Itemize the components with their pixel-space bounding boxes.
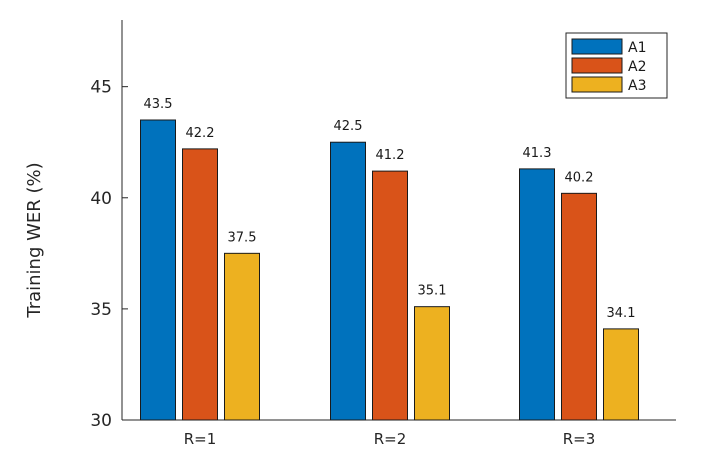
bar-a3-2 [414, 306, 450, 421]
data-label: 42.5 [334, 119, 363, 134]
bar-a1-2 [330, 141, 366, 421]
y-tick-label: 45 [90, 78, 112, 98]
y-tick-label: 35 [90, 300, 112, 320]
x-tick-label: R=2 [374, 430, 407, 448]
bar-a2-2 [372, 170, 408, 421]
legend-swatch [571, 76, 623, 93]
data-label: 37.5 [228, 230, 257, 245]
data-label: 43.5 [144, 97, 173, 112]
legend-swatch [571, 57, 623, 74]
y-tick-label: 40 [90, 189, 112, 209]
data-label: 41.3 [523, 146, 552, 161]
bar-a1-3 [519, 168, 555, 421]
data-labels: 43.5 42.2 37.5 42.5 41.2 35.1 41.3 40.2 34.1 [144, 97, 636, 321]
y-axis-title: Training WER (%) [24, 162, 45, 318]
legend-label: A2 [628, 59, 646, 75]
x-tick-label: R=1 [184, 430, 217, 448]
x-ticks: R=1 R=2 R=3 [184, 414, 596, 448]
legend: A1 A2 A3 [565, 32, 668, 99]
legend-label: A1 [628, 40, 646, 56]
bar-a3-3 [603, 328, 639, 421]
legend-swatch [571, 38, 623, 55]
data-label: 35.1 [418, 284, 447, 299]
data-label: 41.2 [376, 148, 405, 163]
y-tick-label: 30 [90, 411, 112, 431]
bar-a3-1 [224, 252, 260, 421]
bar-a1-1 [140, 119, 176, 421]
y-ticks: 30 35 40 45 [90, 78, 128, 431]
data-label: 40.2 [565, 170, 594, 185]
legend-label: A3 [628, 78, 646, 94]
bars [140, 119, 639, 421]
x-tick-label: R=3 [563, 430, 596, 448]
data-label: 42.2 [186, 126, 215, 141]
data-label: 34.1 [607, 306, 636, 321]
bar-a2-1 [182, 148, 218, 421]
bar-a2-3 [561, 192, 597, 421]
